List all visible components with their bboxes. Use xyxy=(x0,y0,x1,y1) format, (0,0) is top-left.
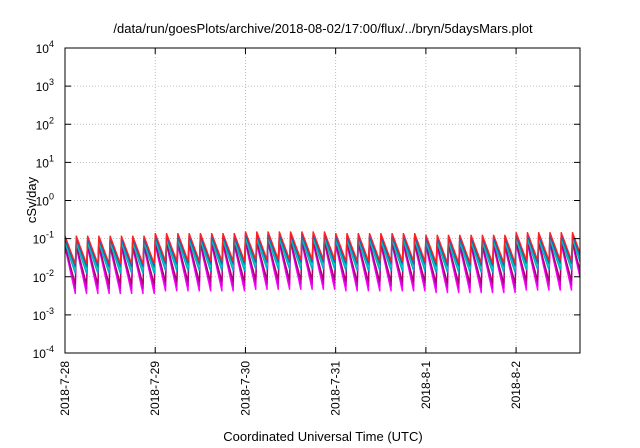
x-axis-ticks: 2018-7-28 2018-7-29 2018-7-30 2018-7-31 2018… xyxy=(58,48,523,416)
y-tick-label: 100 xyxy=(36,192,54,209)
y-tick-label: 10-2 xyxy=(33,268,54,285)
y-tick-label: 102 xyxy=(36,115,54,132)
plot-frame xyxy=(64,47,581,354)
flux-series-line xyxy=(64,240,581,285)
x-tick-label: 2018-7-28 xyxy=(58,361,72,416)
y-tick-label: 10-1 xyxy=(33,230,54,247)
flux-series-line xyxy=(64,231,581,265)
y-tick-label: 104 xyxy=(36,39,54,56)
x-tick-label: 2018-8-1 xyxy=(419,361,433,409)
x-axis-label: Coordinated Universal Time (UTC) xyxy=(223,429,422,444)
chart-title: /data/run/goesPlots/archive/2018-08-02/1… xyxy=(113,21,533,36)
grid-lines xyxy=(65,48,580,353)
x-tick-label: 2018-7-29 xyxy=(148,361,162,416)
x-tick-label: 2018-7-31 xyxy=(329,361,343,416)
y-tick-label: 10-3 xyxy=(33,306,54,323)
x-tick-label: 2018-7-30 xyxy=(238,361,252,416)
y-axis-label: cSv/day xyxy=(24,176,39,223)
x-tick-label: 2018-8-2 xyxy=(509,361,523,409)
y-tick-label: 103 xyxy=(36,77,54,94)
y-axis-ticks: 10-4 10-3 10-2 10-1 100 101 102 103 104 xyxy=(33,39,580,361)
y-tick-label: 10-4 xyxy=(33,344,54,361)
series-group xyxy=(64,231,581,295)
y-tick-label: 101 xyxy=(36,153,54,170)
